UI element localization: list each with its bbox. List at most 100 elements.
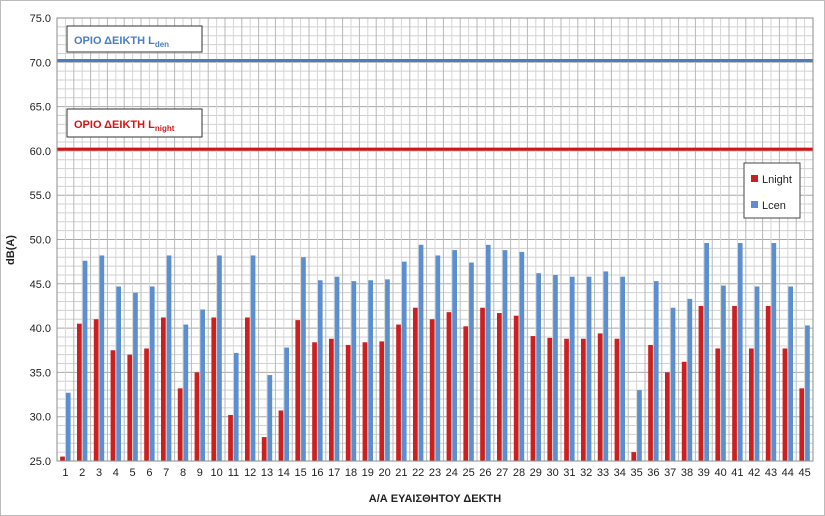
bar-lden-41 — [737, 243, 743, 461]
legend-label-lden: Lcen — [762, 200, 786, 212]
bar-lnight-8 — [177, 388, 183, 461]
bar-lnight-22 — [412, 307, 418, 461]
x-tick-label: 13 — [261, 467, 273, 479]
bar-lden-28 — [519, 251, 525, 461]
bar-lden-36 — [653, 281, 659, 461]
bars — [60, 243, 810, 461]
bar-lnight-9 — [194, 372, 200, 461]
y-axis-title: dB(A) — [5, 235, 17, 265]
bar-lnight-17 — [328, 338, 334, 461]
x-tick-label: 38 — [681, 467, 693, 479]
x-tick-label: 15 — [294, 467, 306, 479]
bar-lnight-2 — [76, 323, 82, 461]
reference-label-den-sub: den — [155, 40, 169, 49]
bar-lden-15 — [301, 257, 306, 461]
bar-lden-10 — [217, 255, 222, 461]
bar-lden-44 — [788, 286, 793, 461]
bar-lnight-13 — [261, 437, 267, 461]
bar-lden-29 — [536, 273, 541, 461]
x-tick-label: 41 — [731, 467, 743, 479]
y-tick-label: 60.0 — [30, 146, 51, 158]
bar-lnight-24 — [446, 312, 452, 461]
x-tick-label: 1 — [62, 467, 68, 479]
x-axis-title: Α/Α ΕΥΑΙΣΘΗΤΟΥ ΔΕΚΤΗ — [369, 493, 501, 505]
bar-lnight-41 — [732, 305, 737, 461]
bar-lden-24 — [452, 250, 457, 461]
bar-lden-9 — [200, 309, 205, 461]
bar-lnight-14 — [278, 410, 284, 461]
bar-lden-22 — [418, 244, 424, 461]
x-tick-label: 19 — [362, 467, 374, 479]
bar-lden-7 — [166, 255, 172, 461]
x-tick-label: 43 — [765, 467, 777, 479]
x-tick-label: 7 — [163, 467, 169, 479]
bar-lnight-19 — [362, 342, 368, 461]
bar-lden-45 — [805, 325, 810, 461]
bar-lden-2 — [82, 260, 88, 461]
bar-lden-30 — [553, 274, 558, 461]
bar-lnight-44 — [782, 348, 788, 461]
bar-lnight-40 — [715, 348, 721, 461]
y-tick-label: 25.0 — [30, 456, 51, 468]
y-tick-label: 45.0 — [30, 279, 51, 291]
bar-lden-17 — [334, 276, 340, 461]
bar-lden-23 — [435, 255, 441, 461]
bar-lden-39 — [704, 243, 709, 461]
x-tick-label: 8 — [180, 467, 186, 479]
bar-lden-32 — [586, 276, 592, 461]
bar-lden-3 — [99, 255, 105, 461]
bar-lden-34 — [620, 276, 625, 461]
bar-lden-35 — [637, 390, 642, 461]
reference-label-night-main: ΟΡΙΟ ΔΕΙΚΤΗ L — [74, 119, 155, 131]
x-tick-label: 16 — [311, 467, 323, 479]
bar-lnight-45 — [799, 388, 805, 461]
gridlines — [56, 17, 814, 462]
bar-lnight-31 — [564, 338, 569, 461]
bar-lnight-7 — [160, 317, 166, 461]
bar-lnight-43 — [765, 305, 771, 461]
bar-lnight-6 — [144, 348, 149, 461]
y-axis-ticks: 75.0 70.0 65.0 60.0 55.0 50.0 45.0 40.0 35.0 30.0… — [30, 13, 51, 468]
x-tick-label: 42 — [748, 467, 760, 479]
x-tick-label: 4 — [113, 467, 119, 479]
bar-lnight-36 — [648, 344, 653, 461]
x-tick-label: 17 — [328, 467, 340, 479]
x-tick-label: 21 — [395, 467, 407, 479]
bar-lden-37 — [670, 307, 676, 461]
bar-lnight-25 — [463, 326, 469, 461]
bar-lnight-23 — [429, 319, 435, 461]
bar-lden-5 — [133, 292, 138, 461]
plot-border — [56, 17, 814, 462]
reference-label-night-box — [66, 108, 203, 138]
reference-label-night-sub: night — [155, 124, 175, 133]
bar-lden-42 — [754, 286, 760, 461]
y-tick-label: 75.0 — [30, 13, 51, 25]
x-tick-label: 18 — [345, 467, 357, 479]
x-tick-label: 30 — [546, 467, 558, 479]
reference-label-den-main: ΟΡΙΟ ΔΕΙΚΤΗ L — [74, 35, 155, 47]
x-tick-label: 11 — [228, 467, 239, 479]
x-tick-label: 10 — [210, 467, 222, 479]
legend-box — [743, 162, 801, 219]
bar-lnight-33 — [597, 333, 603, 461]
x-tick-label: 2 — [79, 467, 85, 479]
bar-lnight-39 — [698, 305, 704, 461]
bar-lden-43 — [771, 243, 777, 461]
bar-lnight-42 — [748, 348, 754, 461]
x-tick-label: 22 — [412, 467, 424, 479]
x-tick-label: 28 — [513, 467, 525, 479]
x-tick-label: 39 — [698, 467, 710, 479]
y-tick-label: 55.0 — [30, 190, 51, 202]
bar-lden-16 — [317, 280, 323, 461]
reference-label-den: ΟΡΙΟ ΔΕΙΚΤΗ Lden — [66, 25, 203, 53]
legend-swatch-lnight — [751, 175, 758, 182]
bar-lnight-35 — [631, 452, 637, 461]
x-tick-label: 14 — [278, 467, 290, 479]
x-tick-label: 40 — [714, 467, 726, 479]
bar-lnight-4 — [110, 350, 116, 461]
y-tick-label: 30.0 — [30, 412, 51, 424]
bar-lden-14 — [284, 347, 289, 461]
bar-lden-21 — [401, 261, 407, 461]
